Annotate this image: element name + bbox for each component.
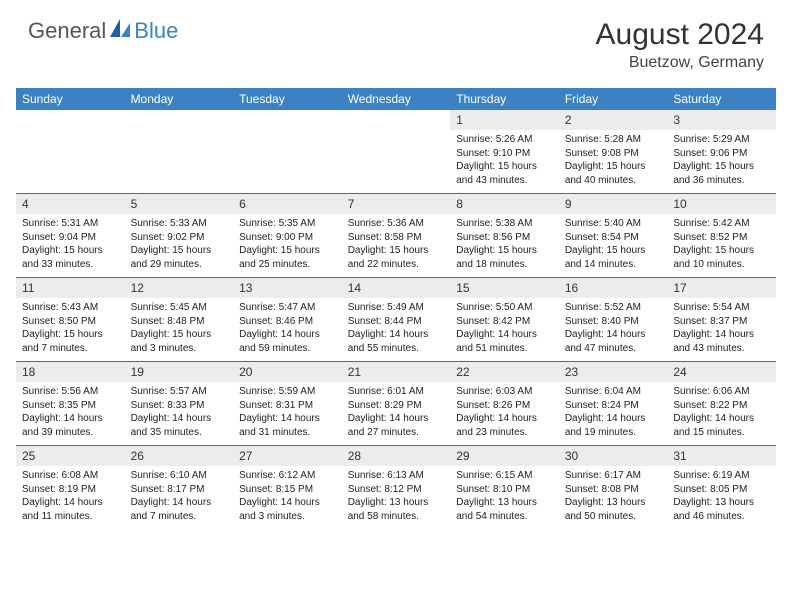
page-header: General Blue August 2024 Buetzow, German…	[0, 0, 792, 80]
date-detail-cell: Sunrise: 5:28 AM Sunset: 9:08 PM Dayligh…	[559, 130, 668, 194]
date-number-cell: 10	[667, 194, 776, 215]
date-detail-cell: Sunrise: 5:31 AM Sunset: 9:04 PM Dayligh…	[16, 214, 125, 278]
date-number-cell: 28	[342, 446, 451, 467]
page-subtitle: Buetzow, Germany	[596, 54, 764, 72]
date-detail-cell: Sunrise: 6:13 AM Sunset: 8:12 PM Dayligh…	[342, 466, 451, 529]
logo: General Blue	[28, 18, 178, 44]
date-number-cell: 27	[233, 446, 342, 467]
date-detail-cell: Sunrise: 6:04 AM Sunset: 8:24 PM Dayligh…	[559, 382, 668, 446]
date-number-cell: 3	[667, 110, 776, 130]
date-detail-cell: Sunrise: 5:59 AM Sunset: 8:31 PM Dayligh…	[233, 382, 342, 446]
date-number-cell: 16	[559, 278, 668, 299]
date-detail-cell: Sunrise: 5:43 AM Sunset: 8:50 PM Dayligh…	[16, 298, 125, 362]
date-detail-cell: Sunrise: 5:47 AM Sunset: 8:46 PM Dayligh…	[233, 298, 342, 362]
date-detail-cell: Sunrise: 5:52 AM Sunset: 8:40 PM Dayligh…	[559, 298, 668, 362]
date-detail-cell: Sunrise: 6:08 AM Sunset: 8:19 PM Dayligh…	[16, 466, 125, 529]
date-detail-row: Sunrise: 5:26 AM Sunset: 9:10 PM Dayligh…	[16, 130, 776, 194]
date-number-cell: 23	[559, 362, 668, 383]
page-title: August 2024	[596, 18, 764, 52]
day-header: Friday	[559, 88, 668, 110]
date-detail-cell: Sunrise: 5:29 AM Sunset: 9:06 PM Dayligh…	[667, 130, 776, 194]
date-detail-cell: Sunrise: 5:49 AM Sunset: 8:44 PM Dayligh…	[342, 298, 451, 362]
date-detail-cell: Sunrise: 6:10 AM Sunset: 8:17 PM Dayligh…	[125, 466, 234, 529]
date-number-cell	[16, 110, 125, 130]
day-header: Wednesday	[342, 88, 451, 110]
date-detail-cell: Sunrise: 6:15 AM Sunset: 8:10 PM Dayligh…	[450, 466, 559, 529]
date-number-cell: 24	[667, 362, 776, 383]
date-number-cell	[342, 110, 451, 130]
date-number-cell: 15	[450, 278, 559, 299]
date-detail-cell: Sunrise: 6:17 AM Sunset: 8:08 PM Dayligh…	[559, 466, 668, 529]
date-detail-row: Sunrise: 6:08 AM Sunset: 8:19 PM Dayligh…	[16, 466, 776, 529]
calendar-table: SundayMondayTuesdayWednesdayThursdayFrid…	[16, 88, 776, 529]
date-number-row: 25262728293031	[16, 446, 776, 467]
date-number-cell: 5	[125, 194, 234, 215]
day-header: Monday	[125, 88, 234, 110]
date-number-cell: 18	[16, 362, 125, 383]
date-number-cell	[233, 110, 342, 130]
logo-text-general: General	[28, 18, 106, 44]
date-detail-cell: Sunrise: 5:35 AM Sunset: 9:00 PM Dayligh…	[233, 214, 342, 278]
date-number-cell: 26	[125, 446, 234, 467]
date-detail-cell: Sunrise: 6:06 AM Sunset: 8:22 PM Dayligh…	[667, 382, 776, 446]
date-number-cell: 9	[559, 194, 668, 215]
date-number-cell: 11	[16, 278, 125, 299]
date-number-cell: 14	[342, 278, 451, 299]
date-detail-cell: Sunrise: 5:40 AM Sunset: 8:54 PM Dayligh…	[559, 214, 668, 278]
date-number-row: 11121314151617	[16, 278, 776, 299]
date-detail-cell: Sunrise: 5:54 AM Sunset: 8:37 PM Dayligh…	[667, 298, 776, 362]
logo-sail-icon	[110, 19, 132, 44]
date-detail-cell: Sunrise: 5:38 AM Sunset: 8:56 PM Dayligh…	[450, 214, 559, 278]
date-detail-cell: Sunrise: 6:19 AM Sunset: 8:05 PM Dayligh…	[667, 466, 776, 529]
date-number-cell: 22	[450, 362, 559, 383]
date-detail-cell: Sunrise: 5:45 AM Sunset: 8:48 PM Dayligh…	[125, 298, 234, 362]
date-detail-cell	[125, 130, 234, 194]
date-detail-cell	[233, 130, 342, 194]
day-header: Sunday	[16, 88, 125, 110]
date-number-cell: 17	[667, 278, 776, 299]
date-number-cell: 6	[233, 194, 342, 215]
date-number-row: 45678910	[16, 194, 776, 215]
date-detail-cell: Sunrise: 6:03 AM Sunset: 8:26 PM Dayligh…	[450, 382, 559, 446]
date-detail-row: Sunrise: 5:43 AM Sunset: 8:50 PM Dayligh…	[16, 298, 776, 362]
date-detail-cell: Sunrise: 5:50 AM Sunset: 8:42 PM Dayligh…	[450, 298, 559, 362]
date-detail-cell: Sunrise: 6:12 AM Sunset: 8:15 PM Dayligh…	[233, 466, 342, 529]
date-number-cell: 2	[559, 110, 668, 130]
date-number-cell: 4	[16, 194, 125, 215]
date-number-cell: 1	[450, 110, 559, 130]
date-number-cell: 13	[233, 278, 342, 299]
day-header-row: SundayMondayTuesdayWednesdayThursdayFrid…	[16, 88, 776, 110]
date-detail-cell: Sunrise: 5:42 AM Sunset: 8:52 PM Dayligh…	[667, 214, 776, 278]
day-header: Tuesday	[233, 88, 342, 110]
date-number-cell: 21	[342, 362, 451, 383]
title-block: August 2024 Buetzow, Germany	[596, 18, 764, 72]
date-detail-cell: Sunrise: 5:36 AM Sunset: 8:58 PM Dayligh…	[342, 214, 451, 278]
date-number-cell: 25	[16, 446, 125, 467]
date-number-cell: 8	[450, 194, 559, 215]
date-detail-row: Sunrise: 5:56 AM Sunset: 8:35 PM Dayligh…	[16, 382, 776, 446]
date-detail-row: Sunrise: 5:31 AM Sunset: 9:04 PM Dayligh…	[16, 214, 776, 278]
date-detail-cell: Sunrise: 5:26 AM Sunset: 9:10 PM Dayligh…	[450, 130, 559, 194]
date-number-cell	[125, 110, 234, 130]
day-header: Saturday	[667, 88, 776, 110]
date-number-row: 18192021222324	[16, 362, 776, 383]
date-number-cell: 30	[559, 446, 668, 467]
date-detail-cell: Sunrise: 5:57 AM Sunset: 8:33 PM Dayligh…	[125, 382, 234, 446]
date-number-cell: 29	[450, 446, 559, 467]
date-number-row: 123	[16, 110, 776, 130]
logo-text-blue: Blue	[134, 18, 178, 44]
date-number-cell: 12	[125, 278, 234, 299]
date-detail-cell: Sunrise: 6:01 AM Sunset: 8:29 PM Dayligh…	[342, 382, 451, 446]
date-number-cell: 7	[342, 194, 451, 215]
date-number-cell: 31	[667, 446, 776, 467]
date-detail-cell	[342, 130, 451, 194]
date-detail-cell: Sunrise: 5:33 AM Sunset: 9:02 PM Dayligh…	[125, 214, 234, 278]
date-detail-cell	[16, 130, 125, 194]
day-header: Thursday	[450, 88, 559, 110]
date-number-cell: 19	[125, 362, 234, 383]
date-detail-cell: Sunrise: 5:56 AM Sunset: 8:35 PM Dayligh…	[16, 382, 125, 446]
date-number-cell: 20	[233, 362, 342, 383]
